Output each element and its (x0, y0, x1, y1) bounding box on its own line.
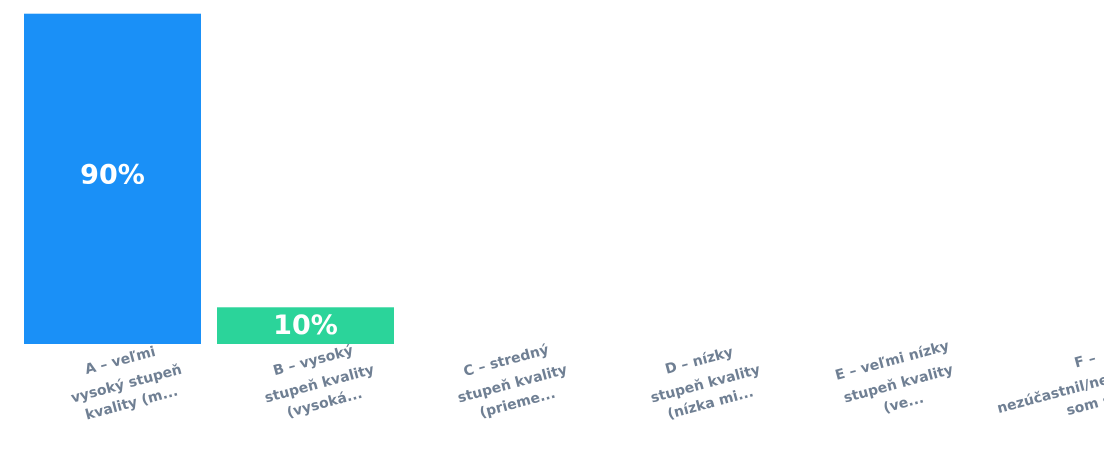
category-labels-group: A – veľmivysoký stupeňkvality (m... B – v… (63, 328, 1104, 436)
category-label-5: F –nezúčastnil/nezúčastnilasom s... (989, 328, 1104, 436)
value-labels-group: 90% 10% (80, 159, 338, 341)
bar-1 (217, 307, 394, 344)
bar-0 (24, 13, 201, 344)
category-label-2: C – strednýstupeň kvality(prieme... (450, 339, 574, 426)
category-label-0: A – veľmivysoký stupeňkvality (m... (63, 338, 189, 425)
bar-value-label-0: 90% (80, 159, 145, 190)
category-label-1: B – vysokýstupeň kvality(vysoká... (257, 339, 381, 426)
category-label-5-line-0: F – (1073, 350, 1098, 371)
category-label-3: D – nízkystupeň kvality(nízka mi... (643, 339, 767, 426)
category-label-4: E – veľmi nízkystupeň kvality(ve... (834, 338, 963, 426)
bars-group (24, 13, 394, 344)
bar-value-label-1: 10% (273, 310, 338, 341)
